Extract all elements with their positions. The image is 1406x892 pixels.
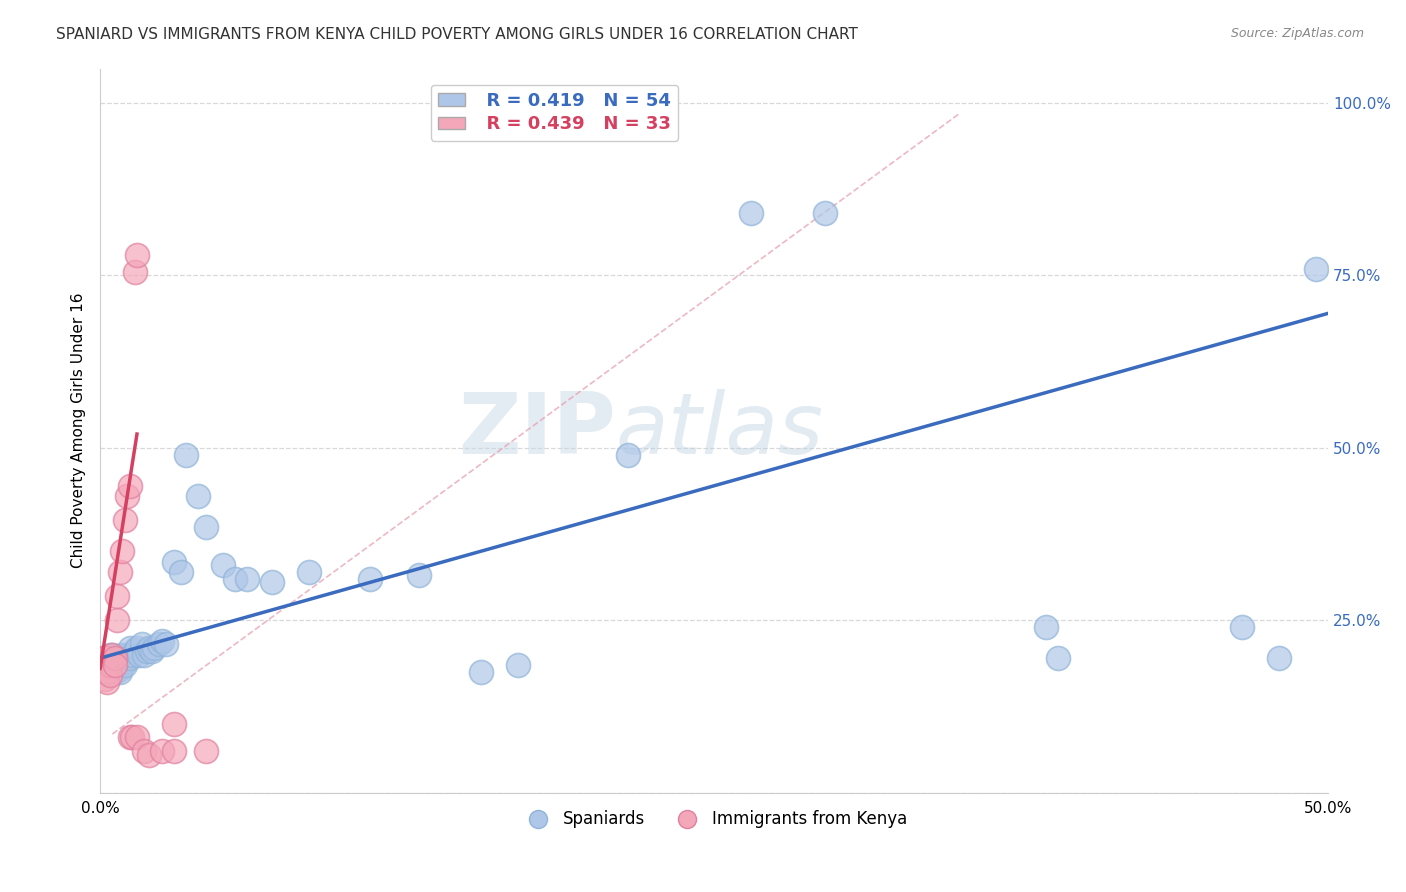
Point xyxy=(163,555,186,569)
Text: SPANIARD VS IMMIGRANTS FROM KENYA CHILD POVERTY AMONG GIRLS UNDER 16 CORRELATION: SPANIARD VS IMMIGRANTS FROM KENYA CHILD … xyxy=(56,27,858,42)
Point xyxy=(96,675,118,690)
Point xyxy=(260,575,283,590)
Point xyxy=(111,544,134,558)
Point xyxy=(96,651,118,665)
Point xyxy=(359,572,381,586)
Point xyxy=(118,731,141,745)
Legend: Spaniards, Immigrants from Kenya: Spaniards, Immigrants from Kenya xyxy=(515,804,914,835)
Point xyxy=(101,648,124,662)
Point xyxy=(125,731,148,745)
Point xyxy=(91,651,114,665)
Point xyxy=(236,572,259,586)
Point xyxy=(118,651,141,665)
Point xyxy=(163,744,186,758)
Point xyxy=(108,661,131,675)
Point xyxy=(108,665,131,679)
Point xyxy=(108,565,131,579)
Point xyxy=(150,744,173,758)
Point xyxy=(194,744,217,758)
Point xyxy=(1035,620,1057,634)
Point xyxy=(94,651,117,665)
Point xyxy=(1305,261,1327,276)
Point xyxy=(101,658,124,673)
Point xyxy=(115,648,138,662)
Point xyxy=(121,731,143,745)
Point xyxy=(111,648,134,662)
Point xyxy=(470,665,492,679)
Text: ZIP: ZIP xyxy=(458,389,616,472)
Point xyxy=(194,520,217,534)
Point xyxy=(94,661,117,675)
Point xyxy=(105,589,128,603)
Point xyxy=(138,640,160,655)
Point xyxy=(96,665,118,679)
Point xyxy=(98,648,121,662)
Point xyxy=(94,658,117,673)
Point xyxy=(114,513,136,527)
Point xyxy=(101,648,124,662)
Point xyxy=(174,448,197,462)
Point xyxy=(98,658,121,673)
Point xyxy=(125,640,148,655)
Point xyxy=(170,565,193,579)
Point xyxy=(138,747,160,762)
Point xyxy=(155,637,177,651)
Point xyxy=(121,648,143,662)
Point xyxy=(148,637,170,651)
Point xyxy=(124,265,146,279)
Point xyxy=(96,658,118,673)
Text: atlas: atlas xyxy=(616,389,824,472)
Point xyxy=(740,206,762,220)
Point xyxy=(1268,651,1291,665)
Point xyxy=(114,655,136,669)
Point xyxy=(104,665,127,679)
Point xyxy=(98,668,121,682)
Point xyxy=(105,651,128,665)
Point xyxy=(617,448,640,462)
Point xyxy=(134,744,156,758)
Point xyxy=(98,665,121,679)
Point xyxy=(104,651,127,665)
Point xyxy=(150,634,173,648)
Point xyxy=(143,640,166,655)
Point xyxy=(187,489,209,503)
Point xyxy=(135,644,157,658)
Point xyxy=(134,648,156,662)
Point xyxy=(1230,620,1253,634)
Point xyxy=(114,658,136,673)
Text: Source: ZipAtlas.com: Source: ZipAtlas.com xyxy=(1230,27,1364,40)
Point xyxy=(212,558,235,572)
Point xyxy=(104,658,127,673)
Point xyxy=(105,613,128,627)
Y-axis label: Child Poverty Among Girls Under 16: Child Poverty Among Girls Under 16 xyxy=(72,293,86,568)
Point xyxy=(91,665,114,679)
Point xyxy=(94,665,117,679)
Point xyxy=(128,648,150,662)
Point xyxy=(91,658,114,673)
Point xyxy=(118,479,141,493)
Point xyxy=(506,658,529,673)
Point xyxy=(298,565,321,579)
Point xyxy=(91,651,114,665)
Point xyxy=(814,206,837,220)
Point xyxy=(131,637,153,651)
Point xyxy=(408,568,430,582)
Point xyxy=(125,248,148,262)
Point xyxy=(1046,651,1069,665)
Point xyxy=(94,672,117,686)
Point xyxy=(141,644,163,658)
Point xyxy=(163,716,186,731)
Point xyxy=(105,658,128,673)
Point xyxy=(124,644,146,658)
Point xyxy=(224,572,246,586)
Point xyxy=(115,489,138,503)
Point xyxy=(118,640,141,655)
Point xyxy=(104,658,127,673)
